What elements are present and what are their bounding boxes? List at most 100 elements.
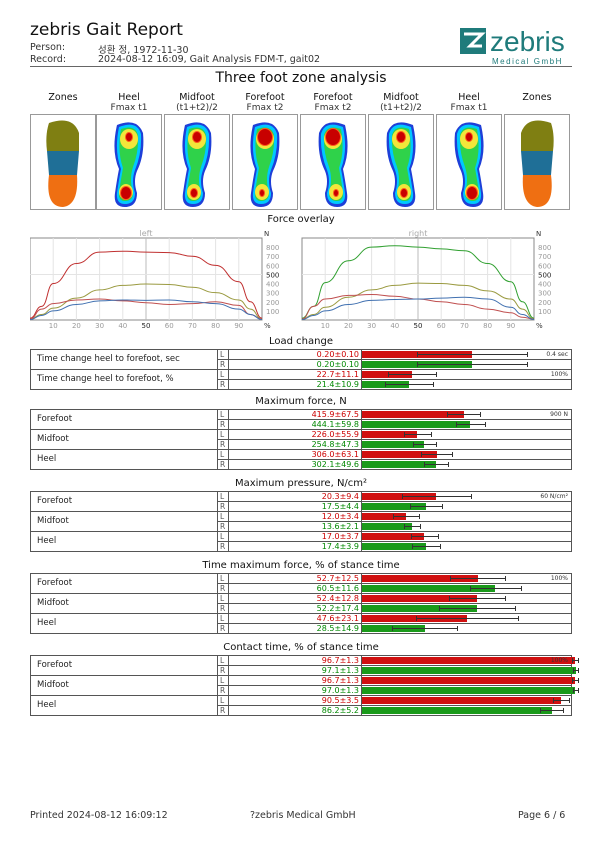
error-bar-cap <box>430 432 432 437</box>
metric-row: Heel L 90.5±3.5 <box>30 695 572 716</box>
report-title: zebris Gait Report <box>30 20 183 40</box>
overlay-x-tick: 50 <box>414 322 423 330</box>
zone-column-header: Zones <box>504 92 570 103</box>
scale-label: 900 N <box>550 411 568 418</box>
error-bar-cap <box>415 616 417 621</box>
scale-label: 100% <box>550 371 568 378</box>
metric-value: 86.2±5.2 <box>228 705 362 716</box>
metric-bar <box>362 493 437 500</box>
metric-value: 47.6±23.1 <box>228 613 362 624</box>
foot-image-right-forefoot <box>300 114 366 210</box>
metric-value: 21.4±10.9 <box>228 379 362 390</box>
error-bar <box>410 506 443 507</box>
zone-column-label: Midfoot <box>383 92 419 103</box>
metric-bar-cell <box>361 439 572 450</box>
metric-bar-cell: 100% <box>361 573 572 584</box>
error-bar <box>404 526 420 527</box>
metric-value: 52.2±17.4 <box>228 603 362 614</box>
metric-name: Forefoot <box>30 655 218 676</box>
error-bar-cap <box>577 658 579 663</box>
error-bar <box>540 710 564 711</box>
metric-bar-cell <box>361 541 572 552</box>
metric-row: Time change heel to forefoot, sec L 0.20±0… <box>30 349 572 370</box>
error-bar-cap <box>568 698 570 703</box>
overlay-unit-n: N <box>536 230 541 238</box>
metric-bar <box>362 585 496 592</box>
side-label: L <box>217 449 229 460</box>
error-bar-cap <box>433 382 435 387</box>
zone-column-label: Zones <box>522 92 552 103</box>
metric-bar-cell: 60 N/cm² <box>361 491 572 502</box>
zone-column-sublabel: Fmax t1 <box>450 103 488 113</box>
metric-row: Midfoot L 12.0±3.4 <box>30 511 572 532</box>
metric-value: 90.5±3.5 <box>228 695 362 706</box>
overlay-y-tick: 200 <box>266 299 279 307</box>
overlay-y-tick: 500 <box>266 271 279 279</box>
metric-bar <box>362 687 576 694</box>
overlay-series-line <box>29 250 263 319</box>
error-bar-cap <box>448 462 450 467</box>
error-bar-cap <box>572 688 574 693</box>
error-bar-cap <box>440 544 442 549</box>
overlay-y-tick: 500 <box>538 271 551 279</box>
error-bar-cap <box>393 514 395 519</box>
metric-bar-cell: 0.4 sec <box>361 349 572 360</box>
error-bar-cap <box>563 708 565 713</box>
error-bar-cap <box>403 432 405 437</box>
error-bar-cap <box>436 372 438 377</box>
svg-text:Medical GmbH: Medical GmbH <box>492 57 563 66</box>
zone-column-header: Forefoot Fmax t2 <box>232 92 298 114</box>
metric-value: 96.7±1.3 <box>228 655 362 666</box>
metric-bar <box>362 421 471 428</box>
metric-row: Forefoot L 52.7±12.5 100% <box>30 573 572 594</box>
error-bar-cap <box>457 626 459 631</box>
error-bar-cap <box>410 504 412 509</box>
metric-name: Time change heel to forefoot, % <box>30 369 218 390</box>
metric-row: R 302.1±49.6 <box>31 459 572 470</box>
side-label: R <box>217 459 229 470</box>
error-bar-cap <box>455 422 457 427</box>
metric-bar-cell <box>361 695 572 706</box>
error-bar-cap <box>571 658 573 663</box>
metric-value: 415.9±67.5 <box>228 409 362 420</box>
error-bar <box>385 384 434 385</box>
overlay-x-tick: 40 <box>390 322 399 330</box>
overlay-series-line <box>29 298 263 320</box>
error-bar-cap <box>412 442 414 447</box>
metric-value: 17.0±3.7 <box>228 531 362 542</box>
error-bar-cap <box>578 668 580 673</box>
error-bar <box>455 424 485 425</box>
side-label: L <box>217 511 229 522</box>
metric-value: 97.0±1.3 <box>228 685 362 696</box>
metric-bar <box>362 451 437 458</box>
overlay-x-tick: 20 <box>72 322 81 330</box>
metric-value: 226.0±55.9 <box>228 429 362 440</box>
foot-image-left-heel <box>96 114 162 210</box>
metric-bar <box>362 543 426 550</box>
metric-name: Heel <box>30 531 218 552</box>
metric-row: Forefoot L 96.7±1.3 100% <box>30 655 579 676</box>
side-label: R <box>217 521 229 532</box>
metric-name: Forefoot <box>30 573 218 594</box>
metric-value: 52.4±12.8 <box>228 593 362 604</box>
side-label: R <box>217 541 229 552</box>
record-label: Record: <box>30 54 67 65</box>
error-bar-cap <box>417 362 418 367</box>
zebris-logo: zebris Medical GmbH <box>460 24 572 66</box>
error-bar-cap <box>470 494 472 499</box>
metric-row: R 86.2±5.2 <box>31 705 572 716</box>
side-label: R <box>217 359 229 370</box>
error-bar-cap <box>449 596 451 601</box>
metric-bar-cell <box>361 429 572 440</box>
foot-image-right-zones <box>504 114 570 210</box>
metric-value: 28.5±14.9 <box>228 623 362 634</box>
metric-bar-cell: 100% <box>361 369 572 380</box>
person-label: Person: <box>30 42 66 53</box>
overlay-x-tick: 60 <box>437 322 446 330</box>
error-bar-cap <box>401 494 403 499</box>
error-bar <box>403 434 431 435</box>
metric-name: Heel <box>30 613 218 634</box>
error-bar-cap <box>438 606 440 611</box>
metric-value: 306.0±63.1 <box>228 449 362 460</box>
metric-value: 20.3±9.4 <box>228 491 362 502</box>
